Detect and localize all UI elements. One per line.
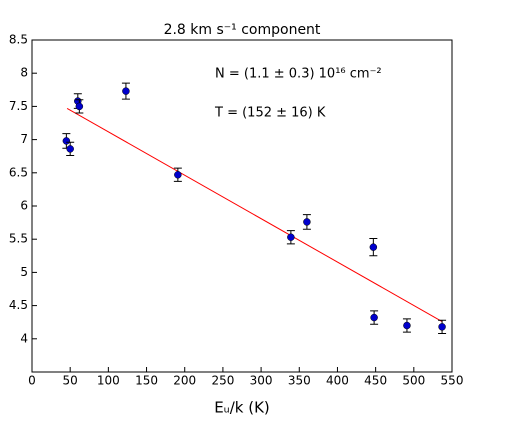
x-tick-label: 250 bbox=[211, 374, 234, 388]
point bbox=[75, 102, 84, 111]
annotation: T = (152 ± 16) K bbox=[214, 106, 326, 121]
y-tick-label: 4.5 bbox=[9, 298, 28, 312]
point bbox=[369, 243, 378, 251]
point bbox=[303, 218, 311, 226]
point bbox=[122, 87, 130, 95]
y-tick-label: 5 bbox=[20, 265, 28, 279]
x-tick-label: 300 bbox=[250, 374, 273, 388]
y-tick-label: 7 bbox=[20, 132, 28, 146]
y-tick-label: 4 bbox=[20, 331, 28, 345]
point bbox=[370, 313, 378, 322]
x-tick-label: 150 bbox=[135, 374, 158, 388]
x-tick-label: 350 bbox=[288, 374, 311, 388]
chart-title: 2.8 km s⁻¹ component bbox=[164, 22, 321, 38]
point bbox=[66, 145, 74, 153]
y-tick-label: 6.5 bbox=[9, 165, 28, 179]
point bbox=[438, 323, 446, 331]
x-axis-label: Eᵤ/k (K) bbox=[214, 399, 270, 417]
fit-line bbox=[66, 107, 443, 322]
x-tick-label: 200 bbox=[173, 374, 196, 388]
x-tick-label: 50 bbox=[63, 374, 78, 388]
annotation: N = (1.1 ± 0.3) 10¹⁶ cm⁻² bbox=[215, 67, 382, 82]
x-tick-label: 500 bbox=[402, 374, 425, 388]
x-tick-label: 400 bbox=[326, 374, 349, 388]
x-tick-label: 100 bbox=[97, 374, 120, 388]
y-tick-label: 7.5 bbox=[9, 99, 28, 113]
y-tick-label: 5.5 bbox=[9, 232, 28, 246]
point bbox=[62, 137, 71, 145]
y-tick-label: 6 bbox=[20, 199, 28, 213]
point bbox=[403, 321, 411, 330]
plot-frame bbox=[31, 39, 453, 373]
point bbox=[287, 233, 295, 241]
x-tick-label: 0 bbox=[28, 374, 36, 388]
x-tick-label: 550 bbox=[441, 374, 464, 388]
x-tick-label: 450 bbox=[364, 374, 387, 388]
point bbox=[174, 171, 182, 179]
y-tick-label: 8 bbox=[20, 66, 28, 80]
y-tick-label: 8.5 bbox=[9, 33, 28, 47]
